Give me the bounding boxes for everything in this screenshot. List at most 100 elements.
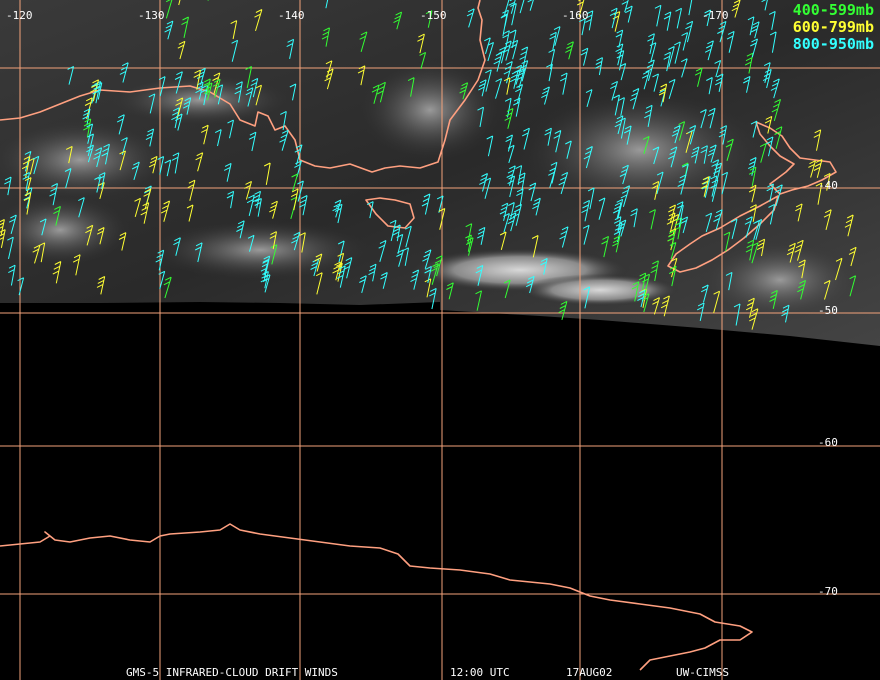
wind-barb (85, 224, 94, 246)
wind-barb (476, 226, 486, 245)
wind-barb (510, 3, 517, 26)
wind-barb (134, 197, 141, 218)
wind-barb (680, 58, 688, 78)
wind-barb (652, 73, 659, 92)
wind-barb (234, 81, 243, 103)
wind-barb (707, 107, 716, 129)
wind-barb (583, 286, 591, 309)
wind-barb (498, 46, 506, 64)
wind-barb (548, 48, 556, 70)
wind-barb (248, 131, 257, 152)
wind-barb (618, 97, 625, 116)
wind-barb (642, 135, 650, 154)
wind-barb (507, 175, 516, 198)
wind-barb (0, 229, 6, 249)
wind-barb (652, 146, 660, 165)
wind-barb (558, 300, 568, 321)
wind-barb (486, 135, 494, 157)
wind-barb (503, 77, 511, 95)
wind-barb (609, 7, 618, 29)
wind-barb (781, 304, 790, 323)
new-zealand-north (755, 121, 837, 195)
wind-barb (478, 79, 487, 97)
wind-barb (508, 0, 516, 14)
wind-barb (668, 46, 675, 68)
wind-barb (214, 129, 222, 147)
wind-barb (17, 277, 25, 296)
wind-barb (700, 284, 709, 303)
wind-barb (187, 179, 196, 201)
wind-barb (753, 220, 760, 240)
wind-barb (422, 249, 432, 269)
wind-barb (436, 195, 444, 213)
wind-barb (527, 0, 534, 11)
wind-barb (616, 198, 624, 218)
valid-date: 17AUG02 (566, 666, 613, 679)
wind-barb (504, 108, 514, 129)
wind-barb (279, 129, 289, 151)
wind-barb (764, 115, 773, 134)
wind-barb (733, 303, 741, 326)
wind-barb (700, 176, 710, 197)
wind-barb (337, 240, 345, 263)
wind-barb (541, 86, 550, 105)
wind-barb (236, 220, 245, 239)
wind-barb (246, 194, 255, 217)
wind-barb (654, 4, 662, 27)
wind-barb (668, 78, 676, 100)
wind-barb (848, 246, 857, 267)
wind-barb (230, 20, 238, 40)
wind-barb (651, 180, 660, 200)
wind-barb (97, 172, 106, 190)
wind-barb (583, 146, 593, 169)
wind-barb (710, 179, 719, 202)
wind-barb (417, 33, 425, 54)
wind-barb (255, 84, 262, 106)
wind-barb (808, 160, 816, 178)
wind-barb (376, 81, 386, 103)
wind-barb (254, 198, 262, 217)
wind-barb (798, 259, 806, 279)
lon-label: -140 (278, 9, 305, 22)
wind-barb (815, 182, 823, 205)
wind-barb (479, 173, 488, 192)
wind-barb (466, 8, 475, 28)
wind-barb (731, 0, 741, 18)
wind-barb (671, 125, 681, 144)
lon-label: -160 (562, 9, 589, 22)
wind-barb (700, 145, 708, 164)
wind-barb (24, 177, 32, 197)
wind-barb (576, 0, 585, 17)
wind-barb (477, 106, 484, 127)
wind-barb (336, 265, 346, 288)
wind-barb (290, 188, 299, 211)
wind-barb (484, 177, 492, 199)
wind-barb (823, 172, 831, 191)
wind-barb (231, 39, 239, 62)
wind-barb (594, 57, 603, 76)
wind-barb (324, 68, 334, 90)
wind-barb (629, 88, 640, 110)
wind-barb (87, 133, 94, 157)
wind-barb (688, 0, 693, 16)
wind-barb (621, 0, 629, 13)
wind-barb (212, 78, 221, 98)
wind-barb (260, 258, 270, 280)
wind-barb (389, 219, 397, 242)
wind-barb (549, 31, 557, 50)
wind-barb (177, 40, 186, 60)
wind-barb (688, 125, 697, 145)
wind-barb (507, 212, 517, 232)
wind-barb (145, 128, 155, 147)
wind-barb (553, 26, 561, 46)
wind-barb (475, 290, 482, 311)
wind-barb (519, 0, 525, 14)
wind-barb (768, 10, 776, 30)
wind-barb (559, 72, 568, 95)
wind-barb (299, 195, 308, 216)
wind-barb (706, 77, 713, 95)
wind-barb (668, 265, 677, 287)
wind-barb (725, 138, 734, 161)
wind-barb (393, 11, 403, 30)
wind-barb (286, 38, 295, 59)
